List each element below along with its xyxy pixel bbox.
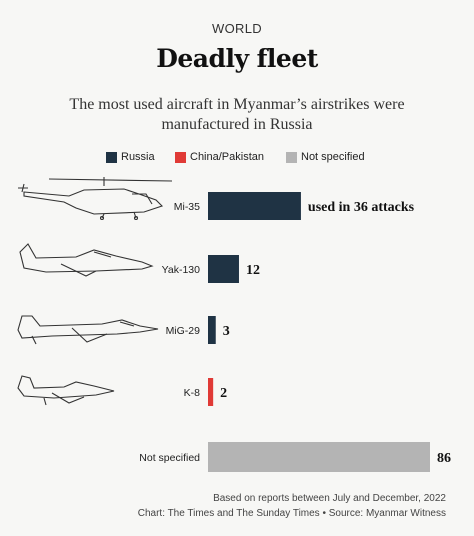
chart-subtitle: The most used aircraft in Myanmar’s airs…: [69, 96, 405, 133]
helicopter-icon: [18, 177, 173, 220]
bar-mig-29: [208, 316, 216, 344]
footer-credit: Chart: The Times and The Sunday Times • …: [138, 508, 446, 519]
legend-label-russia: Russia: [121, 151, 155, 163]
legend-item-not-specified: Not specified: [286, 151, 365, 163]
value-label-mi-35: used in 36 attacks: [308, 200, 415, 215]
jet-trainer-icon: [19, 243, 154, 277]
legend-label-not-specified: Not specified: [301, 151, 365, 163]
legend-swatch-not-specified: [286, 151, 297, 163]
legend-swatch-russia: [106, 151, 117, 163]
bar-not-specified: [208, 442, 430, 472]
category-label-mig-29: MiG-29: [166, 325, 201, 337]
value-label-mig-29: 3: [223, 324, 230, 339]
light-trainer-icon: [17, 375, 115, 406]
category-label-mi-35: Mi-35: [174, 201, 200, 213]
legend: Russia China/Pakistan Not specified: [0, 151, 474, 167]
fighter-jet-icon: [17, 315, 159, 345]
value-label-k-8: 2: [220, 386, 227, 401]
category-label-not-specified: Not specified: [139, 452, 200, 464]
chart-title: Deadly fleet: [156, 44, 318, 73]
legend-item-russia: Russia: [106, 151, 155, 163]
legend-item-china-pakistan: China/Pakistan: [175, 151, 264, 163]
section-label: WORLD: [212, 21, 262, 36]
bar-yak-130: [208, 255, 239, 283]
legend-swatch-china-pakistan: [175, 151, 186, 163]
value-label-yak-130: 12: [246, 263, 260, 278]
legend-label-china-pakistan: China/Pakistan: [190, 151, 264, 163]
category-label-yak-130: Yak-130: [162, 264, 200, 276]
footer-note: Based on reports between July and Decemb…: [213, 493, 446, 504]
category-label-k-8: K-8: [184, 387, 201, 399]
bar-mi-35: [208, 192, 301, 220]
value-label-not-specified: 86: [437, 451, 451, 466]
bar-k-8: [208, 378, 214, 406]
